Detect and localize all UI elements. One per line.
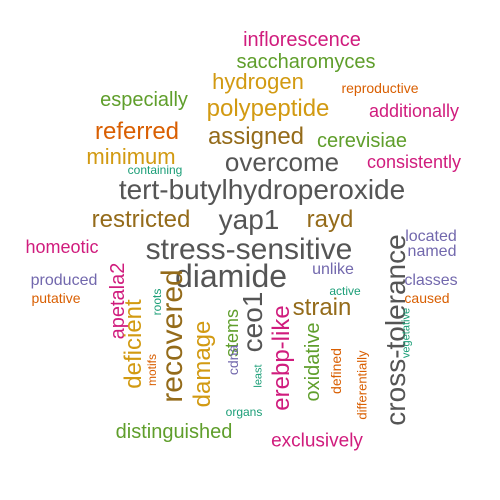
word-consistently: consistently <box>366 152 462 172</box>
word-recovered: recovered <box>156 269 189 403</box>
word-unlike: unlike <box>312 261 354 278</box>
word-hydrogen: hydrogen <box>212 69 304 94</box>
word-active: active <box>329 284 361 298</box>
word-diamide: diamide <box>174 258 288 294</box>
word-located: located <box>405 228 457 245</box>
word-restricted: restricted <box>91 206 191 233</box>
word-stress-sensitive: stress-sensitive <box>145 233 353 266</box>
word-deficient: deficient <box>120 299 147 389</box>
word-produced: produced <box>30 272 98 289</box>
word-rayd: rayd <box>306 206 354 233</box>
word-cdna: cdna <box>225 344 241 376</box>
word-damage: damage <box>189 320 216 408</box>
word-motifs: motifs <box>145 353 159 387</box>
word-classes: classes <box>404 272 458 289</box>
word-distinguished: distinguished <box>115 421 233 443</box>
word-inflorescence: inflorescence <box>243 29 361 51</box>
word-defined: defined <box>328 348 344 394</box>
word-reproductive: reproductive <box>341 80 419 96</box>
word-vegetative: vegetative <box>400 307 413 359</box>
word-named: named <box>407 243 457 260</box>
word-strain: strain <box>292 294 352 321</box>
word-caused: caused <box>404 290 450 306</box>
word-organs: organs <box>225 405 263 419</box>
word-putative: putative <box>31 290 81 306</box>
word-yap1: yap1 <box>218 204 280 235</box>
word-saccharomyces: saccharomyces <box>236 51 376 73</box>
word-oxidative: oxidative <box>302 322 324 402</box>
word-least: least <box>252 364 265 388</box>
word-ceo1: ceo1 <box>237 291 268 353</box>
word-additionally: additionally <box>368 101 460 121</box>
word-differentially: differentially <box>354 350 370 420</box>
word-cerevisiae: cerevisiae <box>316 130 408 152</box>
word-overcome: overcome <box>224 147 340 177</box>
word-tert-butylhydroperoxide: tert-butylhydroperoxide <box>118 174 406 205</box>
word-homeotic: homeotic <box>25 237 99 257</box>
word-referred: referred <box>94 118 180 145</box>
word-erebp-like: erebp-like <box>268 305 295 411</box>
word-assigned: assigned <box>207 123 305 150</box>
word-especially: especially <box>100 89 188 111</box>
word-polypeptide: polypeptide <box>206 95 330 122</box>
word-containing: containing <box>127 163 183 177</box>
word-exclusively: exclusively <box>271 430 363 452</box>
word-minimum: minimum <box>86 144 176 169</box>
